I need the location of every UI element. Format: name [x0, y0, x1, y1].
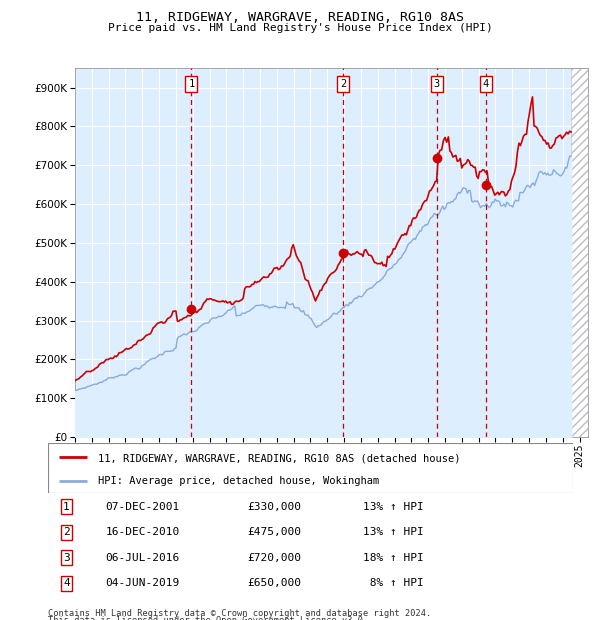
Text: 1: 1 — [63, 502, 70, 512]
Text: Contains HM Land Registry data © Crown copyright and database right 2024.: Contains HM Land Registry data © Crown c… — [48, 609, 431, 618]
Text: 3: 3 — [434, 79, 440, 89]
Text: 4: 4 — [63, 578, 70, 588]
Text: 11, RIDGEWAY, WARGRAVE, READING, RG10 8AS (detached house): 11, RIDGEWAY, WARGRAVE, READING, RG10 8A… — [98, 453, 460, 463]
Text: Price paid vs. HM Land Registry's House Price Index (HPI): Price paid vs. HM Land Registry's House … — [107, 23, 493, 33]
Text: 16-DEC-2010: 16-DEC-2010 — [106, 528, 180, 538]
Text: 13% ↑ HPI: 13% ↑ HPI — [363, 502, 424, 512]
Text: 2: 2 — [340, 79, 347, 89]
Text: 3: 3 — [63, 553, 70, 563]
Text: 18% ↑ HPI: 18% ↑ HPI — [363, 553, 424, 563]
Text: £475,000: £475,000 — [248, 528, 302, 538]
Text: 13% ↑ HPI: 13% ↑ HPI — [363, 528, 424, 538]
Text: This data is licensed under the Open Government Licence v3.0.: This data is licensed under the Open Gov… — [48, 616, 368, 620]
Text: 06-JUL-2016: 06-JUL-2016 — [106, 553, 180, 563]
Text: 8% ↑ HPI: 8% ↑ HPI — [363, 578, 424, 588]
Text: 4: 4 — [482, 79, 489, 89]
Text: 04-JUN-2019: 04-JUN-2019 — [106, 578, 180, 588]
Text: £720,000: £720,000 — [248, 553, 302, 563]
Text: 07-DEC-2001: 07-DEC-2001 — [106, 502, 180, 512]
Text: £330,000: £330,000 — [248, 502, 302, 512]
Text: 1: 1 — [188, 79, 194, 89]
Text: 2: 2 — [63, 528, 70, 538]
Text: £650,000: £650,000 — [248, 578, 302, 588]
Text: 11, RIDGEWAY, WARGRAVE, READING, RG10 8AS: 11, RIDGEWAY, WARGRAVE, READING, RG10 8A… — [136, 11, 464, 24]
Text: HPI: Average price, detached house, Wokingham: HPI: Average price, detached house, Woki… — [98, 477, 379, 487]
